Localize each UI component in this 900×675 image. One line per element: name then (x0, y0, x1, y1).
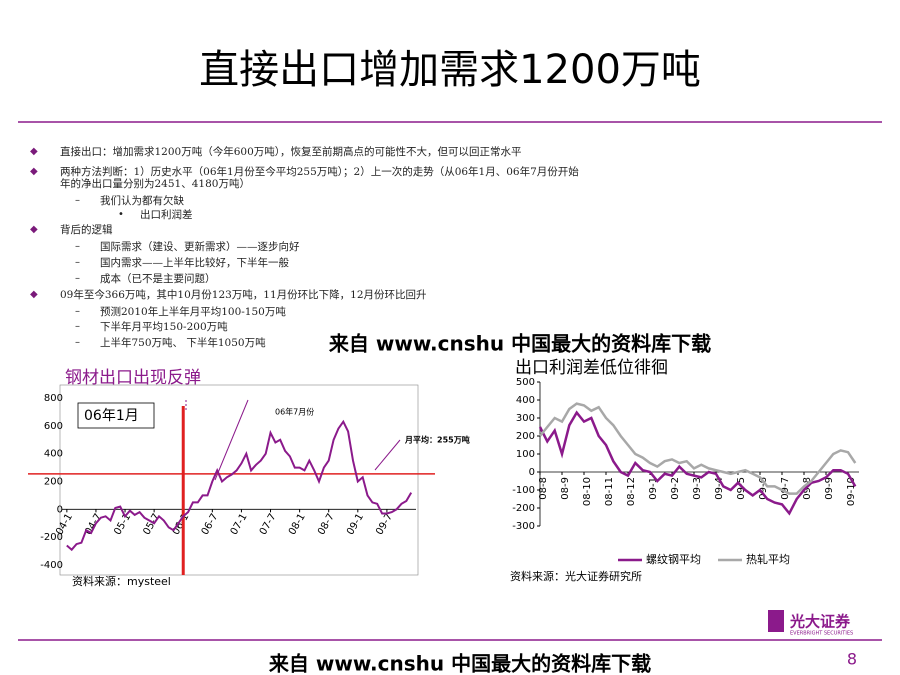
bullet-text: 年的净出口量分别为2451、4180万吨） (60, 178, 250, 190)
y-tick-label: -200 (512, 503, 535, 514)
x-tick-label: 08-12 (626, 477, 637, 506)
x-tick-label: 08-10 (582, 477, 593, 506)
page-number: 8 (847, 650, 857, 669)
bullet-text: 出口利润差 (140, 209, 193, 221)
x-tick-label: 09-3 (692, 477, 703, 500)
x-tick-label: 09-5 (736, 477, 747, 500)
x-tick-label: 08-7 (316, 512, 337, 537)
x-tick-label: 09-1 (648, 477, 659, 500)
x-tick-label: 08-8 (538, 477, 549, 500)
y-tick-label: 300 (516, 413, 535, 424)
x-tick-label: 09-2 (670, 477, 681, 500)
bullet-text: 上半年750万吨、 下半年1050万吨 (100, 337, 266, 349)
bullet-marker: – (75, 321, 80, 332)
series-line (66, 419, 413, 552)
bullet-marker: – (75, 257, 80, 268)
bullet-marker: ◆ (30, 224, 38, 235)
annotation: 月平均：255万吨 (404, 435, 470, 445)
series-line (538, 410, 857, 516)
y-tick-label: -300 (512, 521, 535, 532)
x-tick-label: 06-7 (200, 512, 221, 537)
y-tick-label: -200 (40, 532, 63, 543)
x-tick-label: 09-1 (345, 512, 366, 537)
bullet-text: 下半年月平均150-200万吨 (100, 321, 228, 333)
x-tick-label: 04-7 (83, 512, 104, 537)
y-tick-label: 400 (44, 449, 63, 460)
y-tick-label: 400 (516, 395, 535, 406)
x-tick-label: 09-8 (802, 477, 813, 500)
x-tick-label: 09-9 (824, 477, 835, 500)
chart-title: 钢材出口出现反弹 (65, 368, 201, 388)
bullet-text: 成本（已不是主要问题） (100, 273, 216, 285)
y-tick-label: 600 (44, 421, 63, 432)
y-tick-label: -100 (512, 485, 535, 496)
x-tick-label: 09-7 (374, 512, 395, 537)
bullet-marker: – (75, 195, 80, 206)
bullet-text: 国内需求——上半年比较好，下半年一般 (100, 257, 289, 269)
chart-source: 资料来源：mysteel (72, 574, 171, 588)
annotation-box (77, 402, 155, 429)
x-tick-label: 09-6 (758, 477, 769, 500)
x-tick-label: 08-1 (287, 512, 308, 537)
legend-label: 热轧平均 (746, 552, 790, 566)
bullet-marker: – (75, 337, 80, 348)
x-tick-label: 09-10 (846, 477, 857, 506)
logo-name: 光大证券 (789, 613, 851, 631)
bullet-marker: – (75, 273, 80, 284)
x-tick-label: 07-1 (229, 512, 250, 537)
bullet-text: 直接出口：增加需求1200万吨（今年600万吨），恢复至前期高点的可能性不大，但… (60, 146, 522, 158)
annotation: 06年1月 (84, 408, 139, 424)
chart-source: 资料来源：光大证券研究所 (510, 569, 642, 583)
bullet-marker: ◆ (30, 166, 38, 177)
bullet-text: 09年至今366万吨，其中10月份123万吨，11月份环比下降，12月份环比回升 (60, 289, 427, 301)
footer-watermark: 来自 www.cnshu 中国最大的资料库下载 (268, 652, 651, 675)
x-tick-label: 09-4 (714, 477, 725, 500)
y-tick-label: 200 (44, 477, 63, 488)
chart-frame (59, 384, 419, 576)
legend-label: 螺纹钢平均 (646, 552, 701, 566)
y-tick-label: 0 (57, 504, 63, 515)
bullet-marker: ◆ (30, 146, 38, 157)
y-tick-label: 100 (516, 449, 535, 460)
y-tick-label: 200 (516, 431, 535, 442)
bullet-text: 两种方法判断：1）历史水平（06年1月份至今平均255万吨）；2）上一次的走势（… (60, 166, 579, 178)
x-tick-label: 06-1 (171, 512, 192, 537)
x-tick-label: 07-7 (258, 512, 279, 537)
x-tick-label: 09-7 (780, 477, 791, 500)
y-tick-label: 800 (44, 393, 63, 404)
y-tick-label: 500 (516, 377, 535, 388)
logo-english: EVERBRIGHT SECURITIES (790, 631, 853, 637)
bullet-text: 我们认为都有欠缺 (100, 195, 184, 207)
watermark: 来自 www.cnshu 中国最大的资料库下载 (328, 332, 711, 356)
x-tick-label: 08-9 (560, 477, 571, 500)
y-tick-label: -400 (40, 560, 63, 571)
bullet-text: 国际需求（建设、更新需求）——逐步向好 (100, 241, 300, 253)
x-tick-label: 08-11 (604, 477, 615, 506)
series-line (539, 402, 857, 495)
x-tick-label: 05-1 (112, 512, 133, 537)
bullet-marker: • (118, 209, 124, 220)
bullet-marker: – (75, 306, 80, 317)
arrow (374, 439, 401, 471)
arrow (214, 399, 249, 481)
bullet-text: 背后的逻辑 (60, 224, 113, 236)
slide-title: 直接出口增加需求1200万吨 (199, 47, 701, 93)
chart-title: 出口利润差低位徘徊 (515, 358, 668, 378)
bullet-marker: ◆ (30, 289, 38, 300)
bullet-marker: – (75, 241, 80, 252)
annotation: 06年7月份 (275, 407, 314, 417)
x-tick-label: 04-1 (54, 512, 75, 537)
logo-icon (768, 610, 784, 632)
y-tick-label: 0 (529, 467, 535, 478)
bullet-text: 预测2010年上半年月平均100-150万吨 (100, 306, 286, 318)
